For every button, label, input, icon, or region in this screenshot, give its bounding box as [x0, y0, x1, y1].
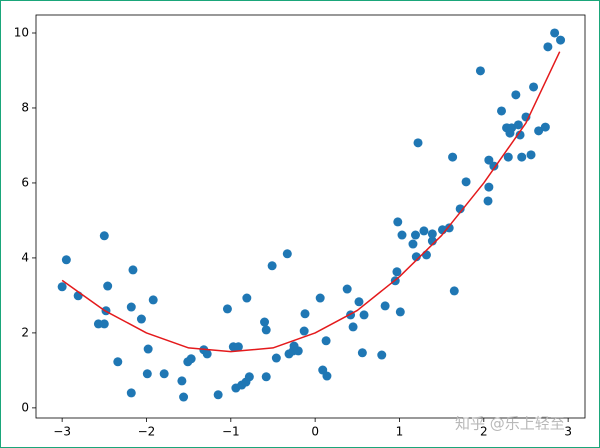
- scatter-point: [61, 255, 71, 265]
- scatter-point: [267, 261, 277, 271]
- scatter-point: [513, 120, 523, 130]
- scatter-point: [511, 90, 521, 100]
- y-tick-label: 8: [21, 100, 29, 114]
- scatter-point: [556, 35, 566, 45]
- scatter-point: [397, 230, 407, 240]
- scatter-point: [427, 229, 437, 239]
- x-tick-label: 2: [480, 425, 488, 439]
- scatter-point: [261, 372, 271, 382]
- scatter-point: [99, 231, 109, 241]
- scatter-point: [419, 226, 429, 236]
- scatter-point: [550, 28, 560, 38]
- scatter-point: [126, 388, 136, 398]
- scatter-point: [392, 267, 402, 277]
- scatter-point: [413, 138, 423, 148]
- scatter-point: [282, 249, 292, 259]
- scatter-point: [126, 302, 136, 312]
- scatter-point: [315, 293, 325, 303]
- scatter-point: [186, 354, 196, 364]
- scatter-point: [540, 122, 550, 132]
- scatter-point: [143, 344, 153, 354]
- scatter-point: [455, 204, 465, 214]
- x-tick-label: −2: [138, 425, 156, 439]
- scatter-point: [444, 223, 454, 233]
- scatter-point: [483, 196, 493, 206]
- scatter-point: [377, 350, 387, 360]
- scatter-point: [271, 353, 281, 363]
- scatter-point: [475, 66, 485, 76]
- x-tick-label: 3: [564, 425, 572, 439]
- scatter-point: [359, 310, 369, 320]
- scatter-point: [348, 322, 358, 332]
- scatter-point: [515, 130, 525, 140]
- scatter-point: [244, 372, 254, 382]
- axes-frame: [35, 14, 586, 419]
- scatter-point: [448, 152, 458, 162]
- scatter-point: [461, 177, 471, 187]
- scatter-point: [411, 252, 421, 262]
- scatter-point: [103, 281, 113, 291]
- y-tick-label: 4: [21, 250, 29, 264]
- x-tick-label: 0: [311, 425, 319, 439]
- scatter-point: [507, 123, 517, 133]
- y-tick-label: 10: [14, 25, 29, 39]
- scatter-point: [526, 150, 536, 160]
- scatter-point: [261, 325, 271, 335]
- scatter-point: [300, 309, 310, 319]
- watermark: 知乎 @乐上轻至: [455, 415, 565, 433]
- scatter-point: [517, 152, 527, 162]
- y-tick-label: 2: [21, 325, 29, 339]
- scatter-point: [322, 371, 332, 381]
- x-tick-label: −1: [222, 425, 240, 439]
- scatter-point: [449, 286, 459, 296]
- scatter-point: [148, 295, 158, 305]
- scatter-point: [410, 230, 420, 240]
- scatter-point: [233, 342, 243, 352]
- scatter-point: [260, 317, 270, 327]
- scatter-point: [380, 301, 390, 311]
- scatter-point: [99, 319, 109, 329]
- scatter-point: [136, 314, 146, 324]
- scatter-point: [222, 304, 232, 314]
- scatter-point: [299, 326, 309, 336]
- scatter-point: [177, 376, 187, 386]
- scatter-point: [159, 369, 169, 379]
- scatter-point: [289, 341, 299, 351]
- scatter-point: [395, 307, 405, 317]
- scatter-point: [408, 239, 418, 249]
- scatter-point: [503, 152, 513, 162]
- scatter-point: [342, 284, 352, 294]
- scatter-point: [484, 182, 494, 192]
- scatter-point: [213, 390, 223, 400]
- x-tick-label: 1: [396, 425, 404, 439]
- scatter-point: [529, 82, 539, 92]
- scatter-point: [393, 217, 403, 227]
- scatter-point: [242, 293, 252, 303]
- fit-line: [61, 51, 561, 353]
- scatter-point: [142, 369, 152, 379]
- scatter-point: [354, 297, 364, 307]
- scatter-point: [113, 357, 123, 367]
- scatter-point: [202, 349, 212, 359]
- scatter-point: [128, 265, 138, 275]
- scatter-point: [357, 348, 367, 358]
- x-tick-label: −3: [53, 425, 71, 439]
- scatter-point: [421, 250, 431, 260]
- scatter-point: [497, 106, 507, 116]
- scatter-point: [534, 126, 544, 136]
- scatter-point: [179, 392, 189, 402]
- scatter-point: [543, 42, 553, 52]
- scatter-point: [484, 155, 494, 165]
- y-tick-label: 0: [21, 400, 29, 414]
- scatter-point: [321, 336, 331, 346]
- scatter-point: [489, 161, 499, 171]
- scatter-point: [57, 282, 67, 292]
- y-tick-label: 6: [21, 175, 29, 189]
